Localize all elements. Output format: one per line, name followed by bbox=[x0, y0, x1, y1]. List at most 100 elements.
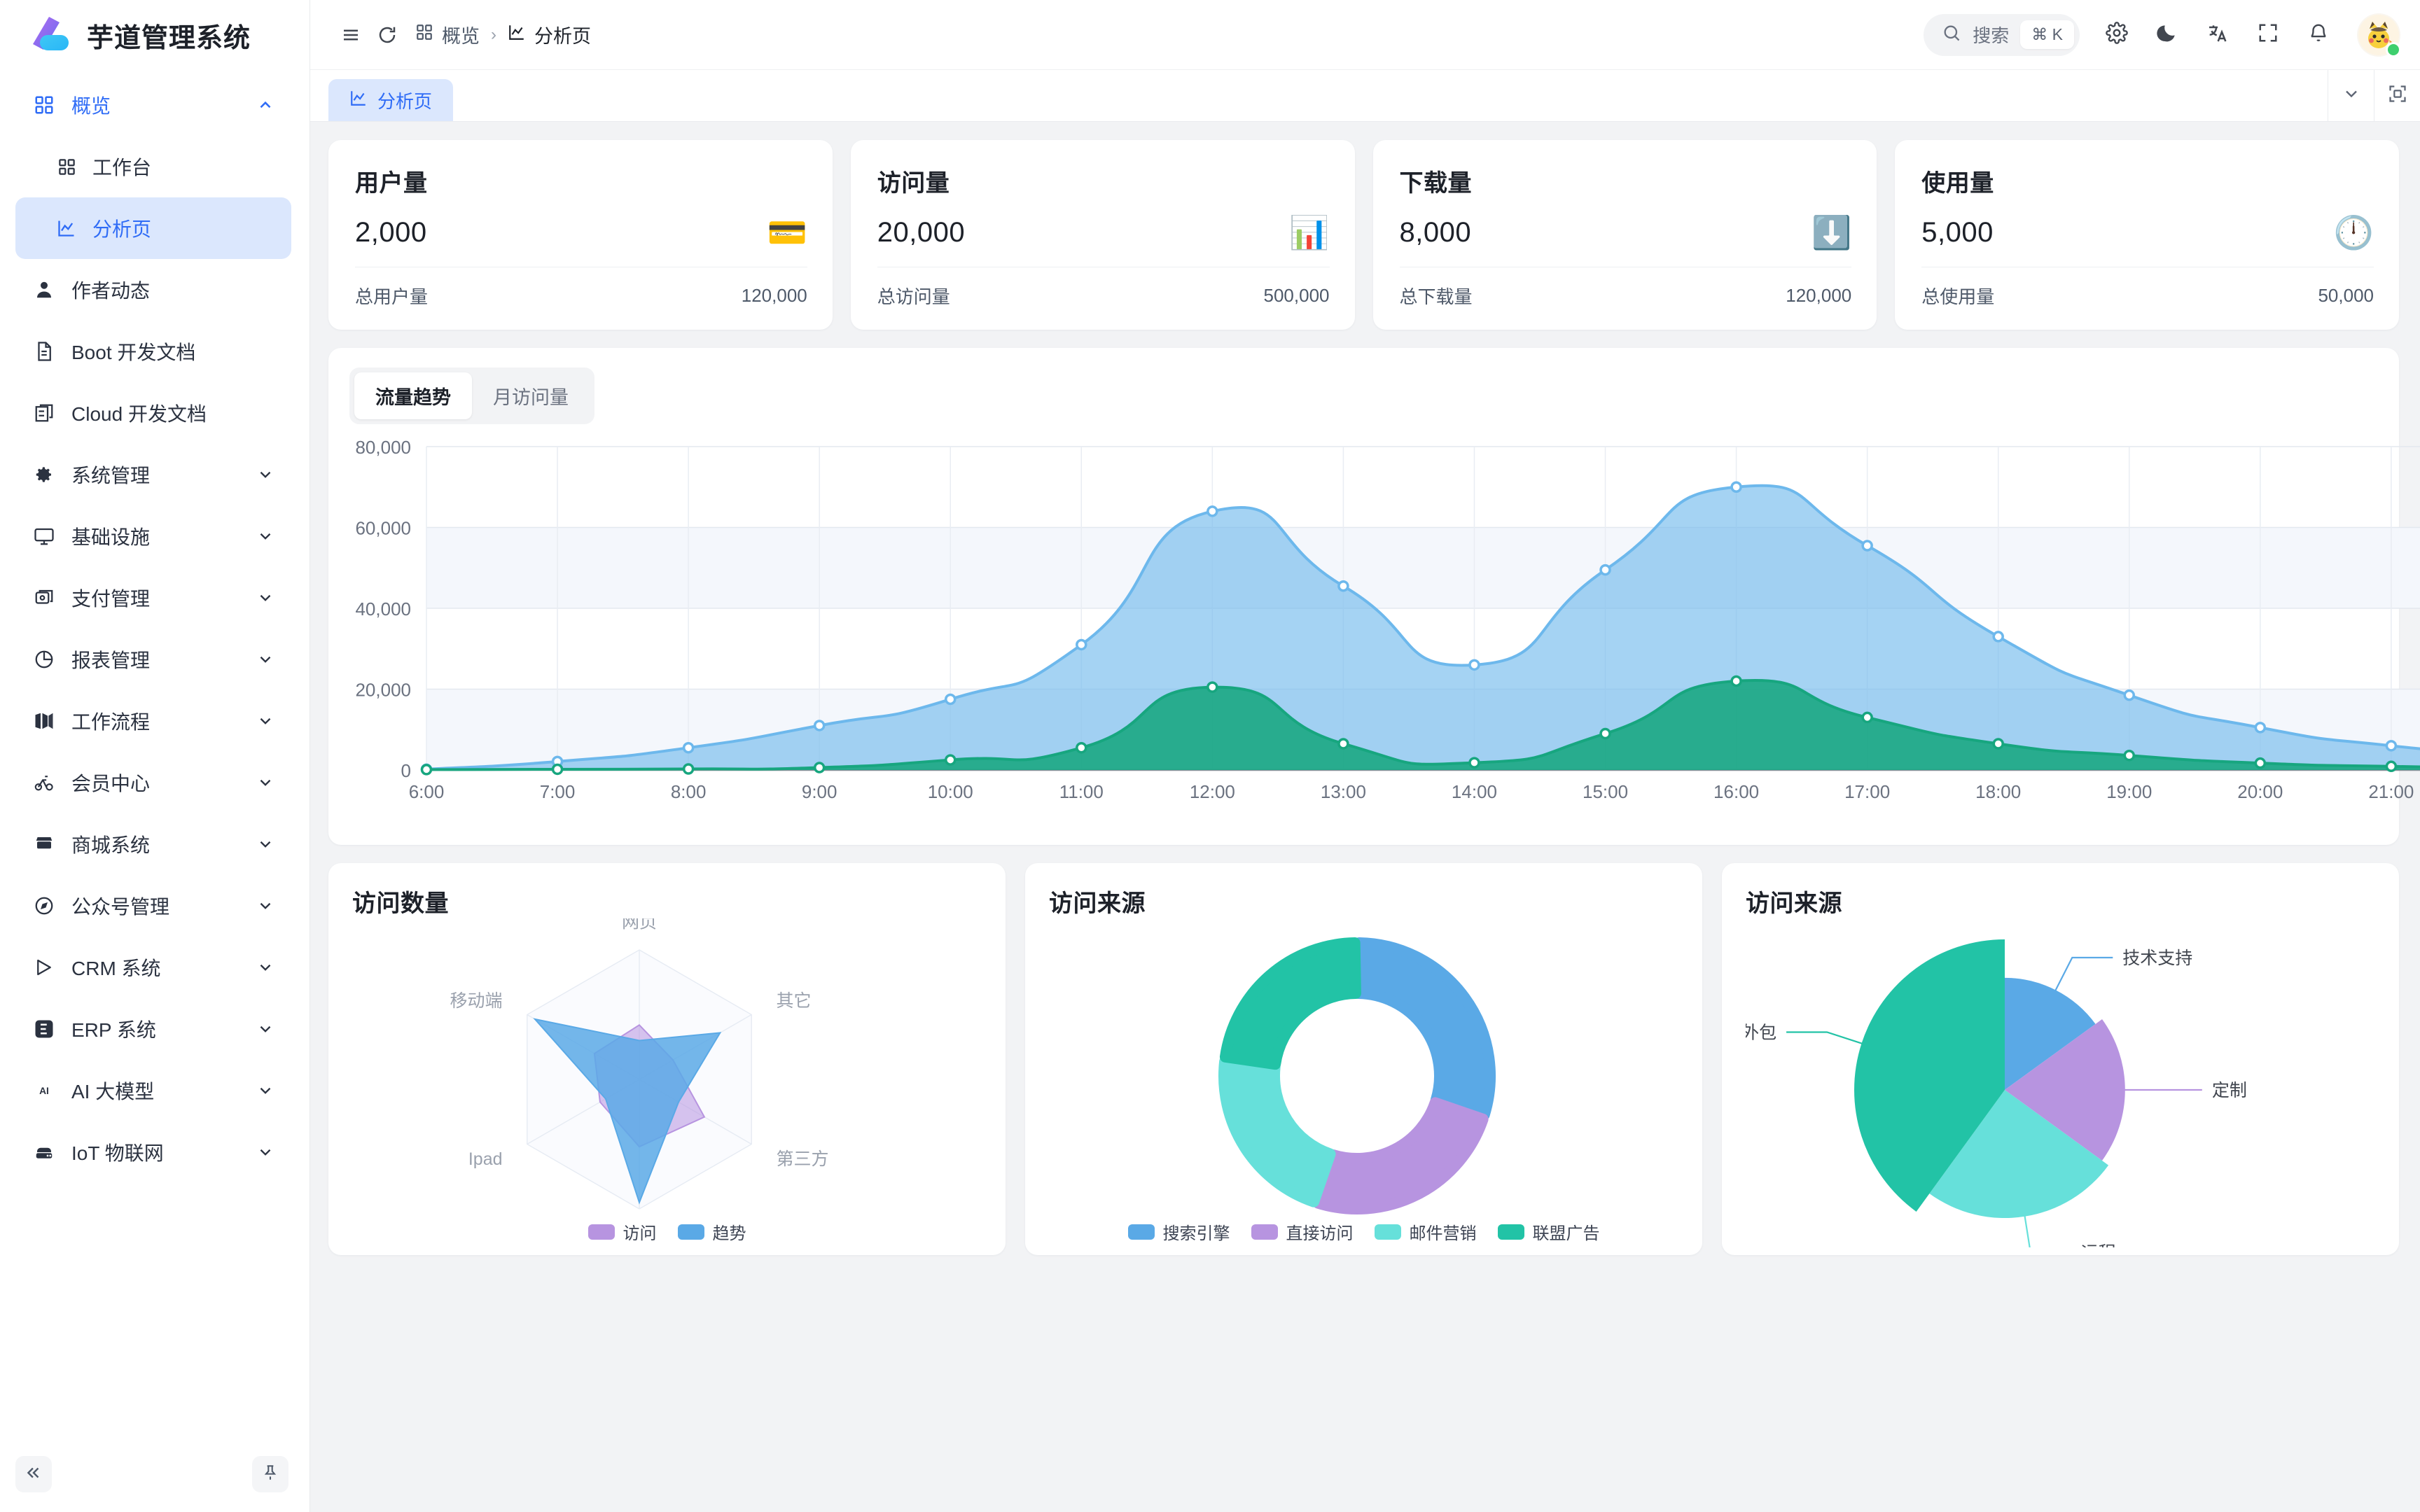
tabbar-dropdown-button[interactable] bbox=[2328, 70, 2374, 121]
fullscreen-icon bbox=[2258, 22, 2279, 47]
sidebar-item-member-center[interactable]: 会员中心 bbox=[15, 752, 291, 813]
sidebar-collapse-button[interactable] bbox=[15, 1456, 52, 1492]
tab-analysis[interactable]: 分析页 bbox=[328, 79, 454, 121]
sidebar-item-label: CRM 系统 bbox=[71, 958, 161, 979]
sidebar-footer bbox=[0, 1446, 310, 1512]
svg-text:7:00: 7:00 bbox=[540, 781, 576, 802]
sidebar-item-label: Boot 开发文档 bbox=[71, 342, 196, 363]
sidebar-item-crm-system[interactable]: CRM 系统 bbox=[15, 937, 291, 998]
chevron-down-icon bbox=[255, 1018, 276, 1040]
tabbar-expand-button[interactable] bbox=[2374, 70, 2420, 121]
sidebar-item-label: 分析页 bbox=[92, 218, 152, 240]
refresh-icon[interactable] bbox=[369, 17, 405, 53]
avatar-image bbox=[2357, 13, 2400, 57]
stat-footer: 总下载量 120,000 bbox=[1400, 283, 1852, 309]
sidebar-item-cloud-docs[interactable]: Cloud 开发文档 bbox=[15, 382, 291, 444]
svg-text:13:00: 13:00 bbox=[1321, 781, 1366, 802]
legend-item[interactable]: 趋势 bbox=[677, 1219, 746, 1244]
status-badge bbox=[2386, 41, 2401, 57]
trend-tab-monthly[interactable]: 月访问量 bbox=[493, 387, 569, 408]
sidebar-item-mall-system[interactable]: 商城系统 bbox=[15, 813, 291, 875]
topbar-actions bbox=[2095, 13, 2401, 57]
brand-logo-row[interactable]: 芋道管理系统 bbox=[0, 0, 310, 70]
sidebar-item-ai-model[interactable]: AI AI 大模型 bbox=[15, 1060, 291, 1121]
sidebar-item-erp-system[interactable]: ERP 系统 bbox=[15, 998, 291, 1060]
sidebar-item-infrastructure[interactable]: 基础设施 bbox=[15, 505, 291, 567]
sidebar-item-boot-docs[interactable]: Boot 开发文档 bbox=[15, 321, 291, 382]
stat-foot-value: 50,000 bbox=[2318, 285, 2374, 306]
sidebar-item-label: 会员中心 bbox=[71, 773, 151, 794]
breadcrumb-item-analysis[interactable]: 分析页 bbox=[508, 21, 591, 48]
stat-main-row: 20,000 📊 bbox=[877, 216, 1330, 248]
svg-text:20,000: 20,000 bbox=[355, 680, 411, 701]
search-input[interactable]: 搜索 ⌘ K bbox=[1924, 13, 2080, 56]
legend-swatch bbox=[1374, 1224, 1401, 1240]
sidebar-item-analysis[interactable]: 分析页 bbox=[15, 197, 291, 259]
stat-card-visits: 访问量 20,000 📊 总访问量 500,000 bbox=[850, 140, 1355, 330]
trend-tab-group: 流量趋势 月访问量 bbox=[349, 368, 594, 424]
visit-count-card: 访问数量 网页其它第三方客户端Ipad移动端 访问 趋势 bbox=[328, 863, 1006, 1255]
sidebar-item-system-management[interactable]: 系统管理 bbox=[15, 444, 291, 505]
sidebar-item-report-management[interactable]: 报表管理 bbox=[15, 629, 291, 690]
avatar[interactable] bbox=[2357, 13, 2401, 57]
stat-footer: 总访问量 500,000 bbox=[877, 283, 1330, 309]
sidebar-item-workflow[interactable]: 工作流程 bbox=[15, 690, 291, 752]
stat-value: 8,000 bbox=[1399, 216, 1472, 248]
chevron-down-icon bbox=[255, 1080, 276, 1101]
trend-tab-traffic[interactable]: 流量趋势 bbox=[354, 372, 472, 419]
sidebar-item-label: ERP 系统 bbox=[71, 1019, 156, 1041]
fullscreen-button[interactable] bbox=[2246, 13, 2290, 57]
svg-text:AI: AI bbox=[39, 1086, 49, 1096]
legend-item[interactable]: 访问 bbox=[587, 1219, 657, 1244]
stat-title: 用户量 bbox=[355, 170, 428, 197]
main-area: 概览 › 分析页 bbox=[310, 0, 2420, 1512]
legend-item[interactable]: 邮件营销 bbox=[1374, 1219, 1477, 1244]
stat-foot-label: 总下载量 bbox=[1399, 286, 1473, 307]
grid-icon bbox=[415, 23, 433, 46]
sidebar-item-label: 作者动态 bbox=[71, 280, 151, 302]
sidebar-item-author-news[interactable]: 作者动态 bbox=[15, 259, 291, 321]
sidebar-item-label: 基础设施 bbox=[71, 526, 151, 548]
stat-foot-value: 120,000 bbox=[741, 285, 807, 306]
sidebar-item-official-account[interactable]: 公众号管理 bbox=[15, 875, 291, 937]
stat-title: 使用量 bbox=[1921, 170, 1994, 197]
sidebar-item-label: 概览 bbox=[71, 95, 111, 117]
sidebar-item-payment-management[interactable]: 支付管理 bbox=[15, 567, 291, 629]
settings-button[interactable] bbox=[2095, 13, 2139, 57]
svg-text:14:00: 14:00 bbox=[1452, 781, 1497, 802]
hamburger-icon[interactable] bbox=[333, 17, 369, 53]
breadcrumb-item-overview[interactable]: 概览 bbox=[415, 21, 480, 48]
radar-chart: 网页其它第三方客户端Ipad移动端 bbox=[450, 912, 829, 1247]
chevron-down-icon bbox=[255, 587, 276, 608]
svg-text:外包: 外包 bbox=[1746, 1023, 1776, 1042]
stat-footer: 总用户量 120,000 bbox=[355, 283, 807, 309]
legend-item[interactable]: 搜索引擎 bbox=[1127, 1219, 1230, 1244]
breadcrumb-label: 分析页 bbox=[534, 26, 591, 47]
sidebar-item-workbench[interactable]: 工作台 bbox=[15, 136, 291, 197]
stat-foot-value: 500,000 bbox=[1263, 285, 1330, 306]
breadcrumb-separator: › bbox=[491, 24, 496, 44]
sidebar-item-label: 系统管理 bbox=[71, 465, 151, 486]
compass-icon bbox=[32, 894, 56, 918]
language-button[interactable] bbox=[2196, 13, 2239, 57]
stat-value: 2,000 bbox=[355, 216, 427, 248]
copy-document-icon bbox=[32, 401, 56, 425]
gear-icon bbox=[2106, 22, 2128, 48]
sidebar-item-overview[interactable]: 概览 bbox=[15, 74, 291, 136]
svg-text:17:00: 17:00 bbox=[1844, 781, 1890, 802]
chart-line-icon bbox=[508, 23, 526, 46]
sidebar-item-label: IoT 物联网 bbox=[71, 1142, 164, 1164]
sidebar-pin-button[interactable] bbox=[252, 1456, 288, 1492]
chart-line-icon bbox=[56, 218, 77, 239]
svg-text:Ipad: Ipad bbox=[468, 1149, 503, 1169]
dark-mode-button[interactable] bbox=[2146, 13, 2189, 57]
stat-foot-label: 总访问量 bbox=[877, 286, 950, 307]
send-icon bbox=[32, 955, 56, 979]
tab-list: 分析页 bbox=[310, 70, 2328, 121]
legend-item[interactable]: 直接访问 bbox=[1251, 1219, 1354, 1244]
legend-item[interactable]: 联盟广告 bbox=[1497, 1219, 1600, 1244]
sidebar-item-iot[interactable]: IoT 物联网 bbox=[15, 1121, 291, 1183]
chevron-up-icon bbox=[255, 94, 276, 115]
notifications-button[interactable] bbox=[2297, 13, 2340, 57]
svg-text:定制: 定制 bbox=[2212, 1081, 2247, 1100]
